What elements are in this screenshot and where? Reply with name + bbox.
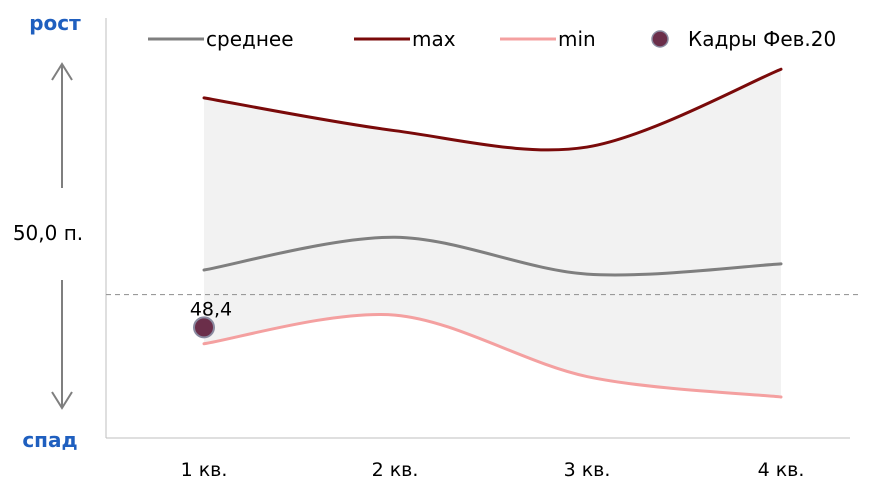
marker-data-label: 48,4 [190, 298, 232, 320]
axis-label-top: рост [29, 11, 81, 35]
x-tick-label-3: 4 кв. [758, 459, 805, 481]
x-tick-label-2: 3 кв. [564, 459, 611, 481]
legend-label-3: Кадры Фев.20 [688, 27, 836, 51]
legend-label-0: среднее [206, 27, 294, 51]
legend: среднее max min Кадры Фев.20 [148, 27, 836, 51]
x-tick-label-0: 1 кв. [181, 459, 228, 481]
min-max-band [204, 69, 781, 397]
x-tick-label-1: 2 кв. [372, 459, 419, 481]
axis-label-bottom: спад [22, 428, 77, 452]
legend-swatch-3 [652, 31, 668, 47]
legend-label-2: min [558, 27, 596, 51]
up-arrow-icon [52, 64, 72, 188]
down-arrow-icon [52, 280, 72, 408]
threshold-label: 50,0 п. [13, 221, 83, 245]
legend-label-1: max [412, 27, 456, 51]
